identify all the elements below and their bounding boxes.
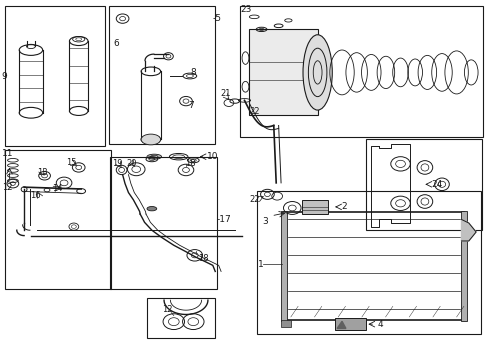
Bar <box>281 320 290 327</box>
Text: 22: 22 <box>249 107 259 116</box>
Text: 12: 12 <box>161 305 172 314</box>
Text: 21: 21 <box>220 89 230 98</box>
Text: 13: 13 <box>37 168 48 177</box>
Polygon shape <box>461 220 475 241</box>
Bar <box>109 6 215 144</box>
Text: 8: 8 <box>190 68 196 77</box>
Bar <box>256 191 480 334</box>
Text: 1: 1 <box>257 260 263 269</box>
Text: 10: 10 <box>206 152 218 161</box>
Bar <box>239 6 483 137</box>
Polygon shape <box>336 321 345 328</box>
Bar <box>301 200 328 214</box>
Text: 18: 18 <box>184 159 195 168</box>
Text: 23: 23 <box>240 5 251 14</box>
Text: 2: 2 <box>340 202 346 211</box>
Bar <box>4 6 104 146</box>
Bar <box>283 212 463 320</box>
Text: 24: 24 <box>430 180 442 189</box>
Ellipse shape <box>147 207 157 211</box>
Text: 14: 14 <box>52 184 62 193</box>
Text: 3: 3 <box>262 217 267 226</box>
Bar <box>461 211 467 320</box>
Bar <box>4 149 111 289</box>
Text: 7: 7 <box>188 101 194 110</box>
Bar <box>110 157 216 289</box>
Bar <box>366 139 482 230</box>
Bar <box>334 319 366 330</box>
Ellipse shape <box>141 134 160 145</box>
Bar <box>147 298 215 338</box>
Text: -5: -5 <box>212 14 222 23</box>
Text: 16: 16 <box>30 191 41 200</box>
Text: 9: 9 <box>1 72 7 81</box>
Text: 6: 6 <box>114 39 120 48</box>
Text: -17: -17 <box>216 215 231 224</box>
Text: 22: 22 <box>249 195 259 204</box>
Text: 15: 15 <box>66 158 77 167</box>
Text: 18: 18 <box>198 255 208 264</box>
Bar <box>249 30 317 116</box>
Ellipse shape <box>147 154 161 159</box>
Text: 4: 4 <box>376 320 382 329</box>
Text: 11: 11 <box>1 149 13 158</box>
Text: 19: 19 <box>112 159 122 168</box>
Ellipse shape <box>303 35 331 110</box>
Bar <box>281 211 286 320</box>
Text: 20: 20 <box>126 159 137 168</box>
Text: 12: 12 <box>1 183 12 192</box>
